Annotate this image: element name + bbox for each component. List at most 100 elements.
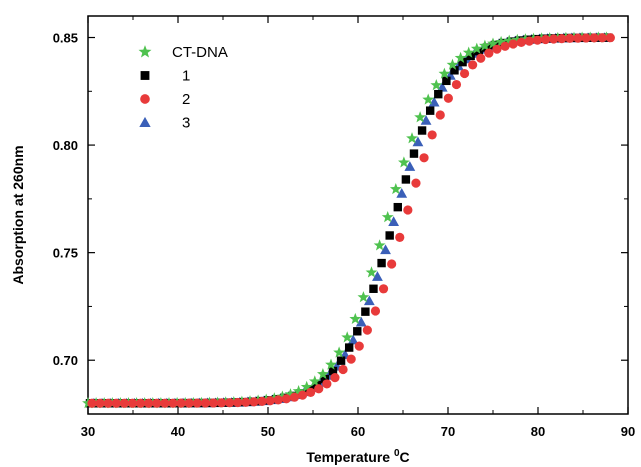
data-point (297, 390, 308, 400)
data-point (111, 398, 121, 408)
data-point (346, 354, 356, 364)
data-point (317, 367, 329, 380)
data-point (87, 398, 97, 408)
data-point (476, 53, 486, 63)
data-point (403, 205, 413, 215)
data-point (160, 398, 170, 408)
data-point (363, 295, 375, 306)
x-tick-label: 60 (351, 424, 365, 439)
data-point (208, 398, 219, 408)
data-point (380, 244, 391, 255)
data-point (103, 398, 113, 408)
data-point (292, 384, 305, 397)
data-point (468, 60, 478, 70)
data-point (540, 34, 551, 45)
data-point (398, 156, 410, 168)
data-point (557, 34, 567, 44)
data-point (353, 327, 362, 336)
data-point (454, 51, 467, 63)
data-point (308, 375, 321, 387)
y-tick-label: 0.70 (53, 353, 78, 368)
data-point (357, 291, 370, 303)
data-point (328, 366, 338, 376)
data-point (273, 395, 283, 405)
data-point (414, 111, 426, 123)
data-point (401, 175, 411, 184)
data-point (450, 66, 459, 75)
data-point (430, 79, 443, 91)
x-tick-label: 50 (261, 424, 275, 439)
data-point (565, 33, 575, 43)
data-point (503, 34, 516, 46)
data-point (365, 266, 378, 278)
data-point (438, 67, 451, 79)
data-point (306, 387, 316, 397)
data-point (241, 397, 251, 407)
data-point (314, 384, 324, 394)
data-point (462, 46, 475, 58)
data-point (484, 48, 494, 58)
data-point (388, 216, 400, 226)
data-point (597, 33, 607, 43)
y-axis-label: Absorption at 260nm (10, 145, 26, 284)
data-point (396, 188, 408, 198)
data-point (200, 398, 210, 408)
data-point (434, 89, 443, 99)
data-point (422, 93, 435, 105)
data-point (152, 398, 162, 408)
data-point (385, 231, 394, 240)
data-point (381, 211, 394, 223)
legend-label: 3 (182, 115, 190, 132)
data-point (330, 373, 340, 383)
data-point (378, 284, 389, 294)
data-point (320, 374, 330, 384)
data-point (289, 392, 300, 402)
data-point (404, 161, 416, 171)
data-point (605, 33, 615, 43)
data-point (176, 398, 186, 408)
data-point (500, 41, 510, 51)
legend-label: 2 (182, 91, 190, 108)
legend-marker (138, 45, 152, 58)
data-point (119, 398, 129, 408)
data-point (524, 36, 534, 46)
data-point (519, 33, 532, 45)
data-point (373, 239, 386, 251)
data-point (325, 358, 337, 370)
data-point (377, 258, 386, 268)
y-tick-label: 0.85 (53, 31, 78, 46)
data-point (355, 316, 367, 327)
data-point (411, 178, 421, 188)
y-tick-label: 0.75 (53, 246, 78, 261)
data-point (265, 396, 275, 406)
tick-labels: 30 40 50 60 70 80 90 0.70 0.75 0.80 0.85 (53, 31, 636, 439)
data-point (412, 136, 424, 147)
data-point (333, 346, 345, 358)
data-point (192, 398, 202, 408)
data-point (459, 68, 470, 79)
data-point (589, 33, 599, 43)
data-point (349, 312, 362, 325)
plot-frame (87, 15, 629, 415)
data-point (487, 37, 499, 49)
data-point (549, 34, 559, 44)
data-point (249, 397, 259, 407)
data-point (511, 33, 524, 45)
data-point (495, 35, 507, 48)
data-point (369, 284, 378, 293)
legend-marker (139, 116, 151, 128)
data-point (395, 232, 405, 242)
data-point (508, 39, 518, 49)
data-point (532, 35, 543, 45)
data-point (370, 306, 381, 316)
x-tick-label: 30 (81, 424, 95, 439)
data-point (451, 79, 462, 90)
data-point (516, 37, 526, 47)
data-point (322, 379, 332, 389)
data-point (341, 331, 354, 343)
data-point (168, 398, 178, 408)
data-point (419, 153, 429, 163)
legend: CT-DNA 1 2 3 (138, 44, 228, 132)
data-point (581, 33, 591, 43)
